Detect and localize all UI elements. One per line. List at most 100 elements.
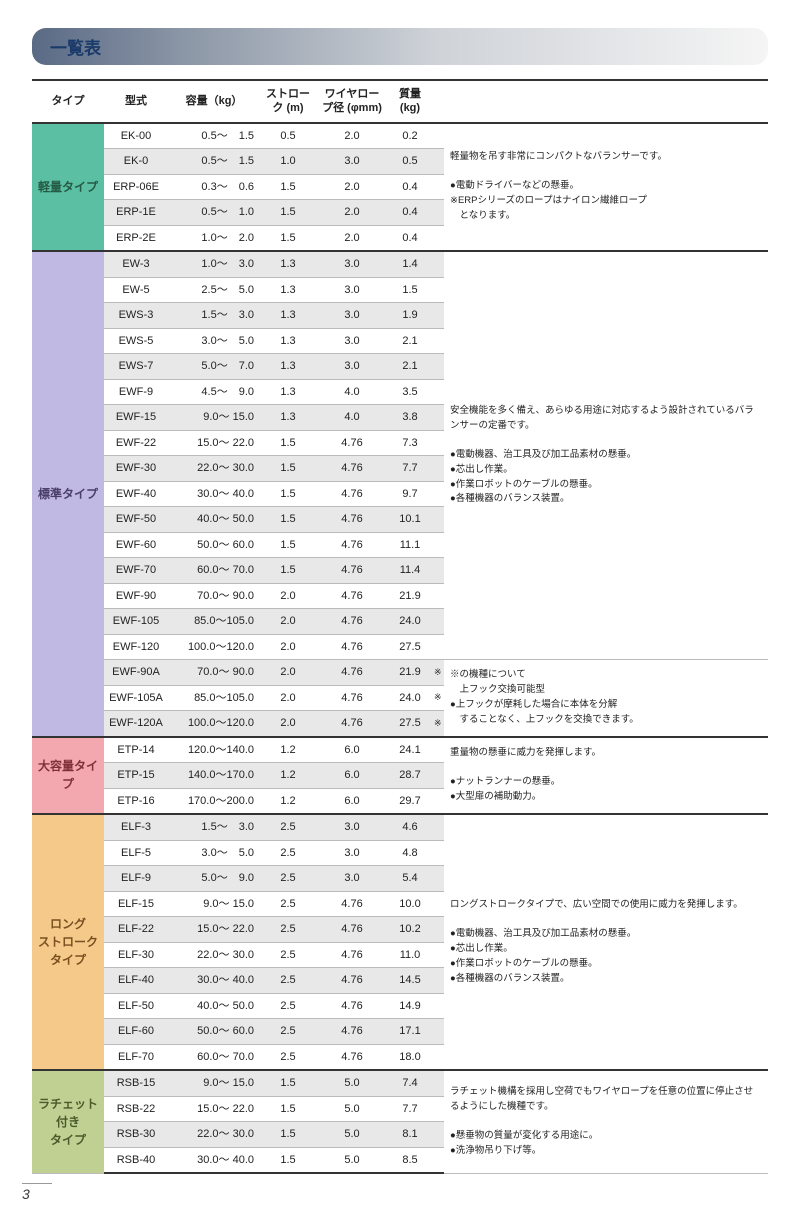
model-cell: ERP-2E [104,225,168,251]
page-title-bar: 一覧表 [32,28,768,65]
mark-cell [432,456,444,482]
rope-cell: 4.76 [316,456,388,482]
model-cell: EWF-60 [104,532,168,558]
rope-cell: 4.76 [316,917,388,943]
mark-cell [432,430,444,456]
capacity-cell: 70.0～ 90.0 [168,583,260,609]
rope-cell: 4.76 [316,711,388,737]
rope-cell: 2.0 [316,174,388,200]
model-cell: EWF-120A [104,711,168,737]
mark-cell [432,481,444,507]
table-row: ロング ストローク タイプELF-31.5～ 3.02.53.04.6ロングスト… [32,814,768,840]
mark-cell [432,1122,444,1148]
mass-cell: 8.1 [388,1122,432,1148]
stroke-cell: 2.5 [260,1019,316,1045]
model-cell: EWF-70 [104,558,168,584]
mass-cell: 7.7 [388,456,432,482]
stroke-cell: 1.3 [260,328,316,354]
mass-cell: 7.7 [388,1096,432,1122]
type-cell: ロング ストローク タイプ [32,814,104,1070]
header-capacity: 容量（kg） [168,80,260,123]
stroke-cell: 2.5 [260,814,316,840]
model-cell: ELF-22 [104,917,168,943]
mass-cell: 1.4 [388,251,432,277]
mass-cell: 5.4 [388,866,432,892]
rope-cell: 2.0 [316,225,388,251]
rope-cell: 6.0 [316,763,388,789]
header-notes [432,80,768,123]
mark-cell: ※ [432,660,444,686]
header-rope: ワイヤロープ径 (φmm) [316,80,388,123]
capacity-cell: 30.0～ 40.0 [168,968,260,994]
rope-cell: 3.0 [316,866,388,892]
mass-cell: 2.1 [388,354,432,380]
type-cell: 大容量タイプ [32,737,104,815]
header-stroke: ストローク (m) [260,80,316,123]
stroke-cell: 2.0 [260,634,316,660]
capacity-cell: 40.0～ 50.0 [168,993,260,1019]
stroke-cell: 1.3 [260,379,316,405]
stroke-cell: 2.5 [260,866,316,892]
stroke-cell: 2.5 [260,840,316,866]
stroke-cell: 2.5 [260,993,316,1019]
rope-cell: 4.76 [316,481,388,507]
model-cell: ELF-50 [104,993,168,1019]
mass-cell: 3.8 [388,405,432,431]
table-row: EWF-90A70.0～ 90.02.04.7621.9※※の機種について 上フ… [32,660,768,686]
rope-cell: 4.0 [316,379,388,405]
mark-cell [432,866,444,892]
rope-cell: 5.0 [316,1147,388,1173]
mass-cell: 11.0 [388,942,432,968]
rope-cell: 4.76 [316,634,388,660]
stroke-cell: 1.2 [260,788,316,814]
mark-cell [432,1147,444,1173]
model-cell: EWF-9 [104,379,168,405]
rope-cell: 3.0 [316,303,388,329]
capacity-cell: 50.0～ 60.0 [168,1019,260,1045]
model-cell: EW-5 [104,277,168,303]
mass-cell: 11.1 [388,532,432,558]
mass-cell: 4.8 [388,840,432,866]
model-cell: EWS-3 [104,303,168,329]
mark-cell [432,942,444,968]
mark-cell [432,917,444,943]
mass-cell: 9.7 [388,481,432,507]
stroke-cell: 2.5 [260,1044,316,1070]
capacity-cell: 2.5～ 5.0 [168,277,260,303]
rope-cell: 6.0 [316,788,388,814]
model-cell: EWF-22 [104,430,168,456]
model-cell: ETP-16 [104,788,168,814]
stroke-cell: 2.5 [260,917,316,943]
mass-cell: 11.4 [388,558,432,584]
mark-cell [432,251,444,277]
stroke-cell: 1.5 [260,558,316,584]
stroke-cell: 1.2 [260,737,316,763]
mark-cell [432,763,444,789]
stroke-cell: 2.5 [260,891,316,917]
mark-cell [432,968,444,994]
mass-cell: 2.1 [388,328,432,354]
model-cell: ELF-40 [104,968,168,994]
notes-cell-2: ※の機種について 上フック交換可能型 ●上フックが摩耗した場合に本体を分解 する… [444,660,768,737]
model-cell: RSB-40 [104,1147,168,1173]
stroke-cell: 2.5 [260,942,316,968]
model-cell: EWF-40 [104,481,168,507]
model-cell: RSB-30 [104,1122,168,1148]
header-row: タイプ 型式 容量（kg） ストローク (m) ワイヤロープ径 (φmm) 質量… [32,80,768,123]
capacity-cell: 3.0～ 5.0 [168,328,260,354]
mass-cell: 7.3 [388,430,432,456]
mass-cell: 24.0 [388,685,432,711]
stroke-cell: 1.5 [260,1070,316,1096]
page-number: 3 [22,1183,52,1202]
capacity-cell: 120.0～140.0 [168,737,260,763]
rope-cell: 2.0 [316,123,388,149]
rope-cell: 4.76 [316,532,388,558]
stroke-cell: 1.5 [260,200,316,226]
rope-cell: 4.76 [316,609,388,635]
type-cell: ラチェット 付き タイプ [32,1070,104,1173]
mass-cell: 1.9 [388,303,432,329]
notes-cell: ラチェット機構を採用し空荷でもワイヤロープを任意の位置に停止させるようにした機種… [444,1070,768,1173]
capacity-cell: 40.0～ 50.0 [168,507,260,533]
rope-cell: 4.76 [316,583,388,609]
model-cell: ETP-15 [104,763,168,789]
